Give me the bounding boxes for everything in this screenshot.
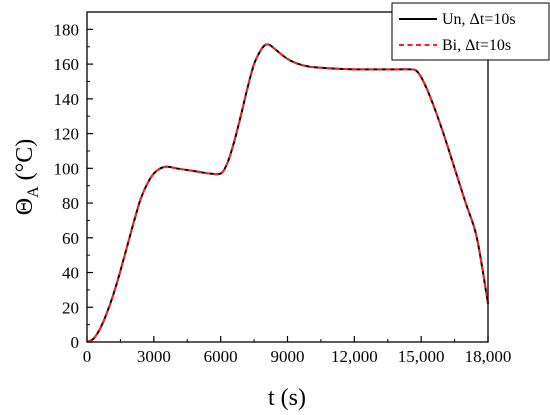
x-axis-title: t (s) [268,385,306,411]
x-tick-label: 0 [83,347,92,366]
ticks-layer: 0 3000 6000 9000 12,000 15,000 18,000 0 20 40 60 80… [54,20,512,366]
series-layer [86,43,489,343]
plot-frame [86,11,489,343]
y-tick-label: 120 [54,125,80,144]
y-axis-title-main: Θ [12,198,38,215]
legend-label: Un, Δt=10s [442,11,516,28]
legend: Un, Δt=10s Bi, Δt=10s [391,2,550,61]
x-tick-label: 15,000 [398,347,445,366]
y-axis-title: ΘA (°C) [12,139,42,216]
y-tick-label: 180 [54,20,80,39]
x-tick-label: 9000 [271,347,305,366]
legend-box [391,2,550,61]
y-tick-label: 20 [62,298,79,317]
y-tick-label: 40 [62,264,79,283]
y-tick-label: 100 [54,159,80,178]
x-tick-label: 18,000 [465,347,512,366]
y-tick-label: 80 [62,194,79,213]
y-axis-title-unit: (°C) [12,139,38,187]
y-tick-label: 0 [71,333,80,352]
y-tick-label: 160 [54,55,80,74]
series-line-bi [86,43,489,343]
y-tick-label: 60 [62,229,79,248]
legend-label: Bi, Δt=10s [442,37,511,54]
x-tick-label: 6000 [204,347,238,366]
x-tick-label: 3000 [137,347,171,366]
y-tick-label: 140 [54,90,80,109]
y-axis-title-sub: A [25,186,42,198]
x-tick-label: 12,000 [331,347,378,366]
